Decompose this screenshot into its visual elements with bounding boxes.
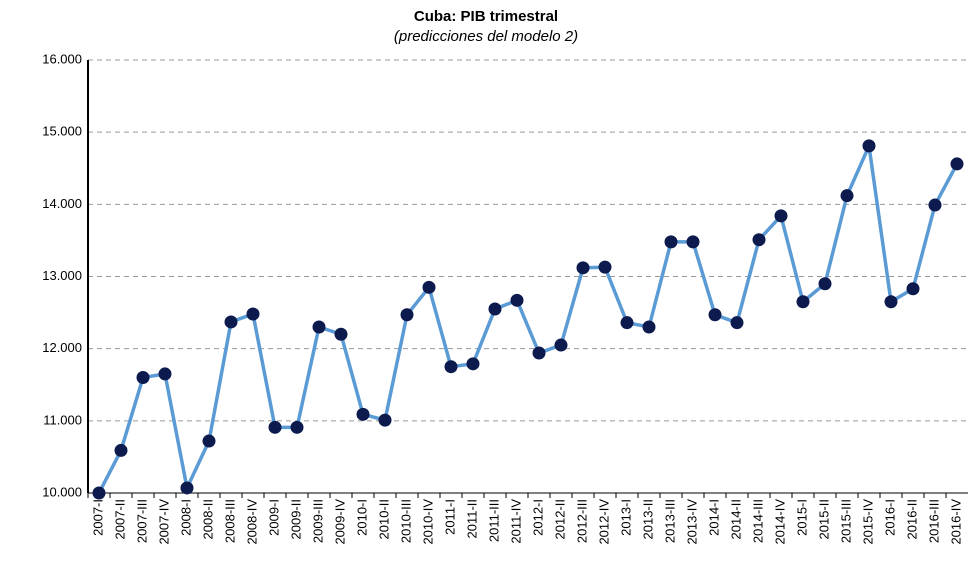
data-point bbox=[686, 235, 700, 249]
data-point bbox=[642, 320, 656, 334]
x-tick-label: 2014-III bbox=[750, 499, 765, 543]
data-point bbox=[334, 327, 348, 341]
x-tick-label: 2016-IV bbox=[948, 499, 963, 545]
x-tick-label: 2014-IV bbox=[772, 499, 787, 545]
x-tick-label: 2008-II bbox=[200, 499, 215, 539]
y-tick-label: 11.000 bbox=[43, 412, 82, 427]
data-point bbox=[180, 481, 194, 495]
data-point bbox=[664, 235, 678, 249]
series-line bbox=[97, 139, 959, 494]
data-point bbox=[840, 189, 854, 203]
x-tick-label: 2011-IV bbox=[508, 499, 523, 544]
data-point bbox=[290, 420, 304, 434]
x-tick-label: 2016-III bbox=[926, 499, 941, 543]
x-tick-label: 2015-II bbox=[816, 499, 831, 539]
y-tick-label: 12.000 bbox=[42, 340, 82, 355]
data-point bbox=[356, 407, 370, 421]
data-point bbox=[510, 293, 524, 307]
x-tick-label: 2013-II bbox=[640, 499, 655, 539]
data-point bbox=[774, 209, 788, 223]
x-tick-label: 2016-II bbox=[904, 499, 919, 539]
x-tick-label: 2012-I bbox=[530, 499, 545, 536]
data-point bbox=[730, 316, 744, 330]
data-point bbox=[884, 295, 898, 309]
data-point bbox=[158, 367, 172, 381]
data-point bbox=[488, 302, 502, 316]
x-tick-label: 2011-II bbox=[464, 499, 479, 539]
chart-subtitle: (predicciones del modelo 2) bbox=[394, 28, 578, 45]
x-tick-label: 2012-III bbox=[574, 499, 589, 543]
x-tick-label: 2012-IV bbox=[596, 499, 611, 545]
data-point bbox=[620, 316, 634, 330]
x-tick-label: 2009-I bbox=[266, 499, 281, 536]
y-tick-label: 15.000 bbox=[42, 124, 82, 139]
x-tick-label: 2014-I bbox=[706, 499, 721, 536]
y-tick-label: 13.000 bbox=[42, 268, 82, 283]
data-point bbox=[312, 320, 326, 334]
data-point bbox=[928, 198, 942, 212]
data-point bbox=[576, 261, 590, 275]
data-point bbox=[444, 360, 458, 374]
x-tick-label: 2008-I bbox=[178, 499, 193, 536]
x-tick-label: 2009-II bbox=[288, 499, 303, 539]
data-point bbox=[532, 346, 546, 360]
data-point bbox=[378, 413, 392, 427]
x-tick-label: 2007-IV bbox=[156, 499, 171, 545]
data-point bbox=[400, 308, 414, 322]
x-tick-label: 2016-I bbox=[882, 499, 897, 536]
data-point bbox=[554, 338, 568, 352]
x-tick-label: 2007-III bbox=[134, 499, 149, 543]
data-point bbox=[796, 295, 810, 309]
x-tick-label: 2013-I bbox=[618, 499, 633, 536]
x-tick-label: 2015-III bbox=[838, 499, 853, 543]
data-point bbox=[114, 443, 128, 457]
x-tick-label: 2010-I bbox=[354, 499, 369, 536]
x-tick-label: 2011-III bbox=[486, 499, 501, 542]
x-tick-label: 2009-IV bbox=[332, 499, 347, 545]
x-tick-label: 2013-III bbox=[662, 499, 677, 543]
x-tick-label: 2008-IV bbox=[244, 499, 259, 545]
y-tick-label: 14.000 bbox=[42, 196, 82, 211]
data-point bbox=[906, 282, 920, 296]
data-point bbox=[224, 315, 238, 329]
data-point bbox=[202, 434, 216, 448]
data-point bbox=[466, 357, 480, 371]
x-tick-label: 2012-II bbox=[552, 499, 567, 539]
y-tick-label: 10.000 bbox=[42, 484, 82, 499]
y-tick-label: 16.000 bbox=[42, 51, 82, 66]
data-point bbox=[246, 307, 260, 321]
data-point bbox=[268, 420, 282, 434]
data-point bbox=[708, 308, 722, 322]
x-tick-label: 2015-IV bbox=[860, 499, 875, 545]
x-tick-label: 2009-III bbox=[310, 499, 325, 543]
data-point bbox=[862, 139, 876, 153]
x-tick-label: 2013-IV bbox=[684, 499, 699, 545]
data-point bbox=[752, 233, 766, 247]
data-point bbox=[950, 157, 964, 171]
x-tick-label: 2014-II bbox=[728, 499, 743, 539]
x-tick-label: 2007-II bbox=[112, 499, 127, 539]
data-point bbox=[422, 280, 436, 294]
x-tick-label: 2008-III bbox=[222, 499, 237, 543]
x-tick-label: 2011-I bbox=[442, 499, 457, 535]
data-point bbox=[92, 486, 106, 500]
x-tick-label: 2007-I bbox=[90, 499, 105, 536]
data-point bbox=[818, 277, 832, 291]
data-point bbox=[136, 371, 150, 385]
data-point bbox=[598, 260, 612, 274]
x-tick-label: 2010-II bbox=[376, 499, 391, 539]
x-tick-label: 2015-I bbox=[794, 499, 809, 536]
x-tick-label: 2010-III bbox=[398, 499, 413, 543]
chart-title: Cuba: PIB trimestral bbox=[414, 8, 558, 25]
x-tick-label: 2010-IV bbox=[420, 499, 435, 545]
